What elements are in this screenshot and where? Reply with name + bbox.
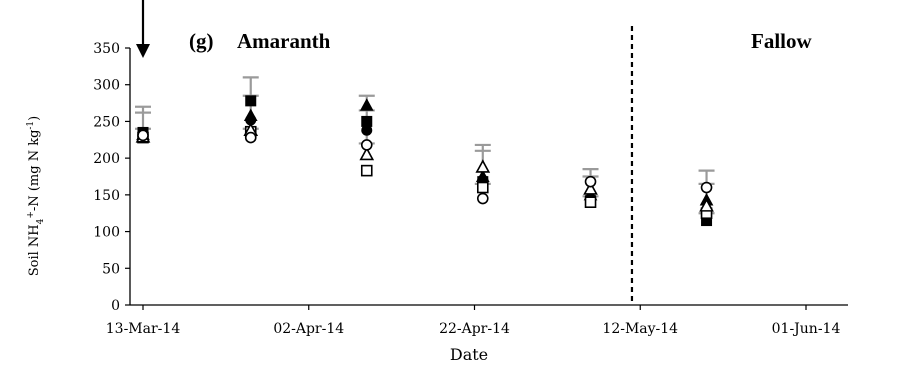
- data-point-filled-square: [245, 95, 257, 107]
- data-point-filled-triangle: [359, 98, 374, 111]
- data-point-open-triangle: [583, 181, 598, 195]
- panel-label: (g): [189, 29, 214, 53]
- data-point-open-circle: [360, 139, 373, 151]
- data-point-open-circle: [244, 131, 257, 144]
- fallow-label: Fallow: [751, 29, 812, 53]
- x-tick-label: 12-May-14: [602, 321, 678, 337]
- data-point-open-square: [360, 164, 373, 177]
- data-point-open-circle: [137, 129, 149, 142]
- data-point-open-circle: [584, 175, 597, 188]
- crop-label: Amaranth: [237, 29, 331, 53]
- y-tick-label: 250: [93, 114, 120, 130]
- plot-area: [135, 76, 715, 227]
- x-tick-label: 13-Mar-14: [106, 321, 181, 337]
- y-tick-label: 300: [93, 78, 120, 94]
- error-bars: [135, 76, 715, 215]
- arrow-head: [136, 44, 150, 58]
- x-axis-title: Date: [450, 345, 488, 364]
- y-axis-title-sub: 4: [36, 218, 46, 224]
- y-tick-label: 100: [93, 225, 120, 241]
- data-point-open-triangle: [699, 198, 714, 212]
- y-axis-title-sup2: -1: [26, 121, 36, 130]
- data-point-open-circle: [700, 181, 713, 194]
- y-axis-title-prefix: Soil NH: [27, 224, 42, 276]
- data-point-open-square: [476, 181, 489, 194]
- y-axis-title-mid: -N (mg N kg: [27, 130, 42, 211]
- y-tick-label: 200: [93, 151, 120, 167]
- y-ticks: 0 50 100 150 200 250 300 350: [93, 41, 130, 314]
- data-point-open-triangle: [475, 159, 491, 173]
- data-point-filled-circle: [361, 124, 373, 136]
- x-tick-label: 02-Apr-14: [273, 321, 344, 337]
- data-point-open-circle: [476, 192, 489, 205]
- data-point-open-triangle: [359, 146, 375, 161]
- y-tick-label: 50: [102, 261, 120, 277]
- x-tick-label: 01-Jun-14: [772, 321, 841, 337]
- y-tick-label: 0: [111, 298, 120, 314]
- data-point-open-square: [584, 196, 597, 208]
- x-tick-label: 22-Apr-14: [439, 321, 510, 337]
- y-axis-title-sup: +: [26, 211, 36, 219]
- y-tick-label: 150: [93, 188, 120, 204]
- y-axis-title: Soil NH4+-N (mg N kg-1): [26, 116, 46, 277]
- y-axis-title-suffix: ): [27, 116, 42, 121]
- x-ticks: 13-Mar-14 02-Apr-14 22-Apr-14 12-May-14 01-J…: [106, 305, 841, 337]
- y-tick-label: 350: [93, 41, 120, 57]
- data-points: [135, 95, 714, 227]
- sowing-arrow-icon: [136, 0, 150, 58]
